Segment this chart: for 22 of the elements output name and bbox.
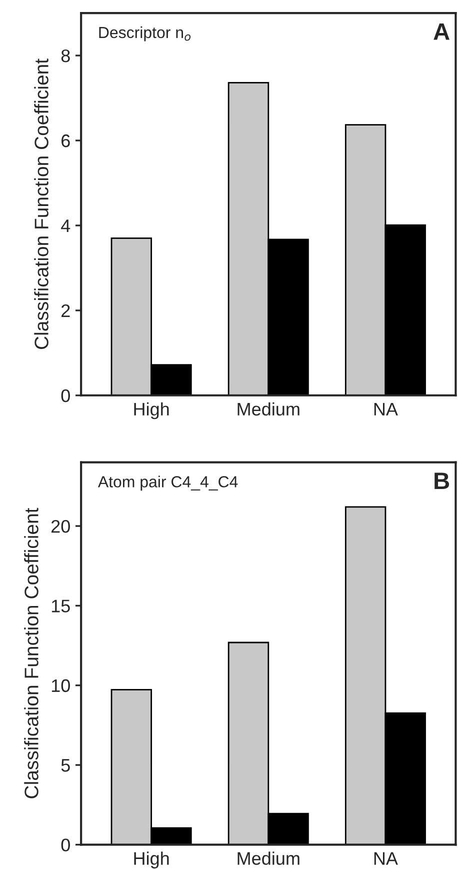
- y-tick-label: 2: [62, 304, 70, 317]
- text: Descriptor n$_{o}$: [99, 26, 191, 42]
- x-tick-label: NA: [374, 852, 398, 865]
- x-tick-label: High: [134, 852, 169, 868]
- y-tick-label: 5: [61, 759, 70, 772]
- annotation: B: [434, 472, 450, 489]
- y-tick-label: 0: [61, 838, 70, 852]
- x-tick-label: NA: [374, 403, 398, 416]
- y-axis-title: Classification Function Coefficient: [34, 58, 48, 349]
- text: Atom pair C4_4_C4: [98, 476, 238, 491]
- x-tick-label: Medium: [238, 852, 300, 865]
- y-tick-label: 6: [62, 134, 70, 148]
- y-tick-label: 0: [61, 389, 70, 402]
- y-tick-label: 8: [61, 49, 70, 62]
- y-axis-title: Classification Function Coefficient: [24, 508, 38, 798]
- y-tick-label: 4: [61, 220, 70, 232]
- y-tick-label: 15: [52, 600, 70, 612]
- y-tick-label: 20: [51, 520, 70, 533]
- x-tick-label: High: [134, 402, 169, 420]
- y-tick-label: 10: [52, 679, 70, 692]
- x-tick-label: Medium: [238, 402, 300, 416]
- annotation: A: [434, 23, 450, 40]
